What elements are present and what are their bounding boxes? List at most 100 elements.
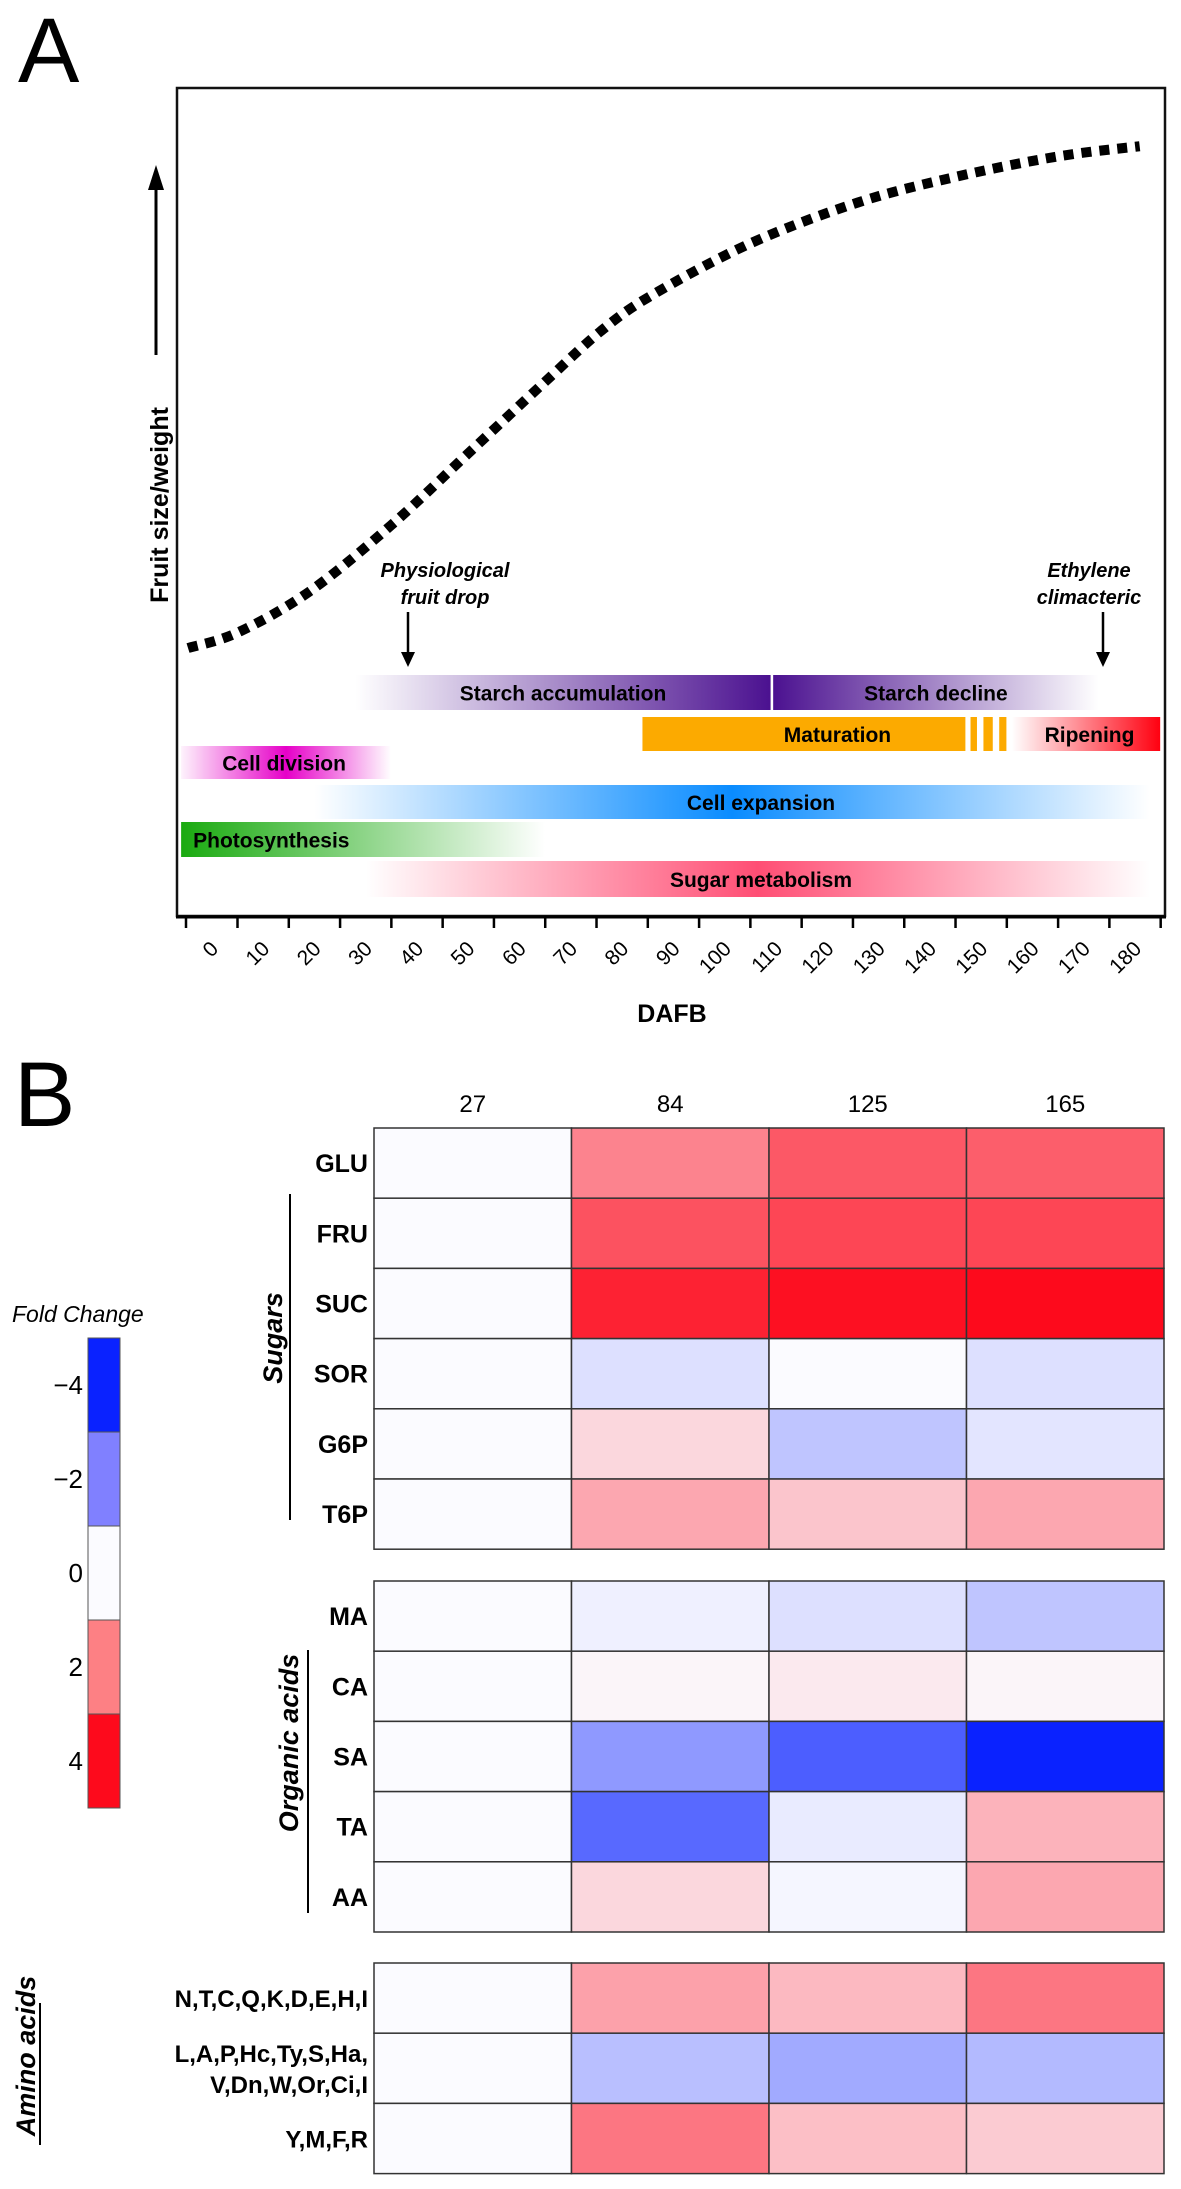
heatmap-cell [768, 1197, 968, 1270]
phase-maturation: Maturation [642, 717, 966, 751]
heatmap-cell [965, 1650, 1165, 1723]
legend-title: Fold Change [12, 1301, 144, 1327]
heatmap-cell [570, 1197, 770, 1270]
legend-swatch [87, 1337, 121, 1433]
phase-bar [773, 675, 1099, 710]
heatmap-cell [373, 2102, 573, 2175]
legend-tick-label: −4 [53, 1370, 83, 1400]
heatmap-cell [768, 1337, 968, 1410]
heatmap-cell [570, 1962, 770, 2034]
row-label: N,T,C,Q,K,D,E,H,I [175, 1986, 368, 2013]
heatmap-cell [965, 1337, 1165, 1410]
annotation-ethylene: Ethylene climacteric [1037, 560, 1141, 667]
heatmap-cell [373, 1962, 573, 2034]
heatmap-cell [965, 2102, 1165, 2175]
maturation-stripe [983, 717, 993, 751]
phase-photosynthesis: Photosynthesis [181, 822, 546, 857]
phase-label: Cell expansion [687, 792, 835, 815]
phase-label: Starch decline [864, 683, 1008, 706]
phase-bar [642, 717, 966, 751]
legend-swatch [87, 1619, 121, 1715]
heatmap-cell [373, 1197, 573, 1270]
phase-cell-division: Cell division [181, 746, 392, 779]
heatmap-cell [570, 1267, 770, 1340]
phase-bar [181, 746, 392, 779]
heatmap-cell [570, 1790, 770, 1863]
annotation-line1: Ethylene [1047, 560, 1130, 582]
heatmap-cell [570, 2102, 770, 2175]
heatmap-cell [570, 1478, 770, 1550]
legend-swatch [87, 1713, 121, 1809]
x-tick-label: 180 [1105, 937, 1146, 978]
heatmap-cell [965, 1478, 1165, 1550]
heatmap-cell [570, 2032, 770, 2105]
heatmap-cell [965, 1861, 1165, 1933]
heatmap-cell [373, 1127, 573, 1199]
x-tick-label: 140 [900, 937, 941, 978]
row-label: T6P [322, 1501, 368, 1529]
column-header: 27 [459, 1091, 486, 1118]
phase-bar [355, 675, 771, 710]
heatmap-cell [965, 2032, 1165, 2105]
x-tick-label: 60 [498, 937, 531, 970]
row-label: FRU [317, 1220, 368, 1248]
legend-tick-label: −2 [53, 1464, 83, 1494]
legend-tick-label: 4 [69, 1746, 83, 1776]
panel-b-label: B [14, 1044, 75, 1146]
x-tick-label: 100 [695, 937, 736, 978]
heatmap-cell [373, 1790, 573, 1863]
heatmap-cell [373, 1861, 573, 1933]
x-tick-label: 40 [395, 937, 428, 970]
heatmap-cell [768, 1267, 968, 1340]
heatmap-cell [373, 1267, 573, 1340]
growth-curve-line [186, 141, 1141, 653]
x-tick-label: 20 [293, 937, 326, 970]
group-organic-acids: MA CA SA TA AA Organic acids [274, 1580, 1165, 1933]
phase-ripening: Ripening [1011, 717, 1161, 751]
heatmap-cell [768, 1962, 968, 2034]
group-amino-acids: N,T,C,Q,K,D,E,H,I L,A,P,Hc,Ty,S,Ha, V,Dn,W… [11, 1962, 1165, 2175]
phase-sugar-metabolism: Sugar metabolism [365, 861, 1150, 897]
row-label: CA [332, 1673, 368, 1701]
group-label: Sugars [258, 1292, 288, 1384]
phase-bands: Starch accumulation Starch decline Maturat… [181, 675, 1161, 897]
legend-swatch [87, 1431, 121, 1527]
row-label: V,Dn,W,Or,Ci,I [210, 2072, 368, 2099]
heatmap-cell [768, 1720, 968, 1793]
x-axis: 0 10 20 30 40 50 60 70 80 90 100 110 120 130 140 150 160… [176, 915, 1166, 978]
row-label: MA [329, 1603, 368, 1631]
heatmap-cell [768, 1478, 968, 1550]
legend-tick-label: 2 [69, 1652, 83, 1682]
phase-starch-accumulation: Starch accumulation [355, 675, 771, 710]
heatmap-cell [965, 1962, 1165, 2034]
x-tick-label: 80 [601, 937, 634, 970]
heatmap-cell [768, 1790, 968, 1863]
up-arrow-icon [148, 165, 164, 190]
row-label: Y,M,F,R [285, 2127, 368, 2154]
heatmap-cell [373, 2032, 573, 2105]
phase-label: Sugar metabolism [670, 869, 852, 892]
heatmap-cell [965, 1580, 1165, 1652]
phase-label: Maturation [784, 724, 891, 747]
annotations: Physiological fruit drop Ethylene climacter… [381, 560, 1141, 667]
phase-label: Ripening [1045, 724, 1135, 747]
heatmap: 27 84 125 165 GLU FRU SUC SOR G6P T6P Sugars MA CA SA… [11, 1091, 1165, 2175]
x-tick-label: 30 [344, 937, 377, 970]
phase-starch-decline: Starch decline [773, 675, 1099, 710]
maturation-stripe [999, 717, 1007, 751]
heatmap-cell [965, 1197, 1165, 1270]
column-header: 165 [1045, 1091, 1085, 1118]
legend-tick-label: 0 [69, 1558, 83, 1588]
heatmap-cell [965, 1790, 1165, 1863]
phase-bar [1011, 717, 1161, 751]
phase-label: Starch accumulation [460, 683, 667, 706]
phase-bar [314, 785, 1150, 819]
x-tick-label: 50 [447, 937, 480, 970]
heatmap-cell [373, 1408, 573, 1480]
heatmap-cell [373, 1337, 573, 1410]
growth-curve [186, 141, 1141, 653]
row-label: SUC [315, 1291, 368, 1319]
row-label: AA [332, 1884, 368, 1912]
y-axis-label: Fruit size/weight [146, 406, 174, 603]
heatmap-cell [768, 1127, 968, 1199]
